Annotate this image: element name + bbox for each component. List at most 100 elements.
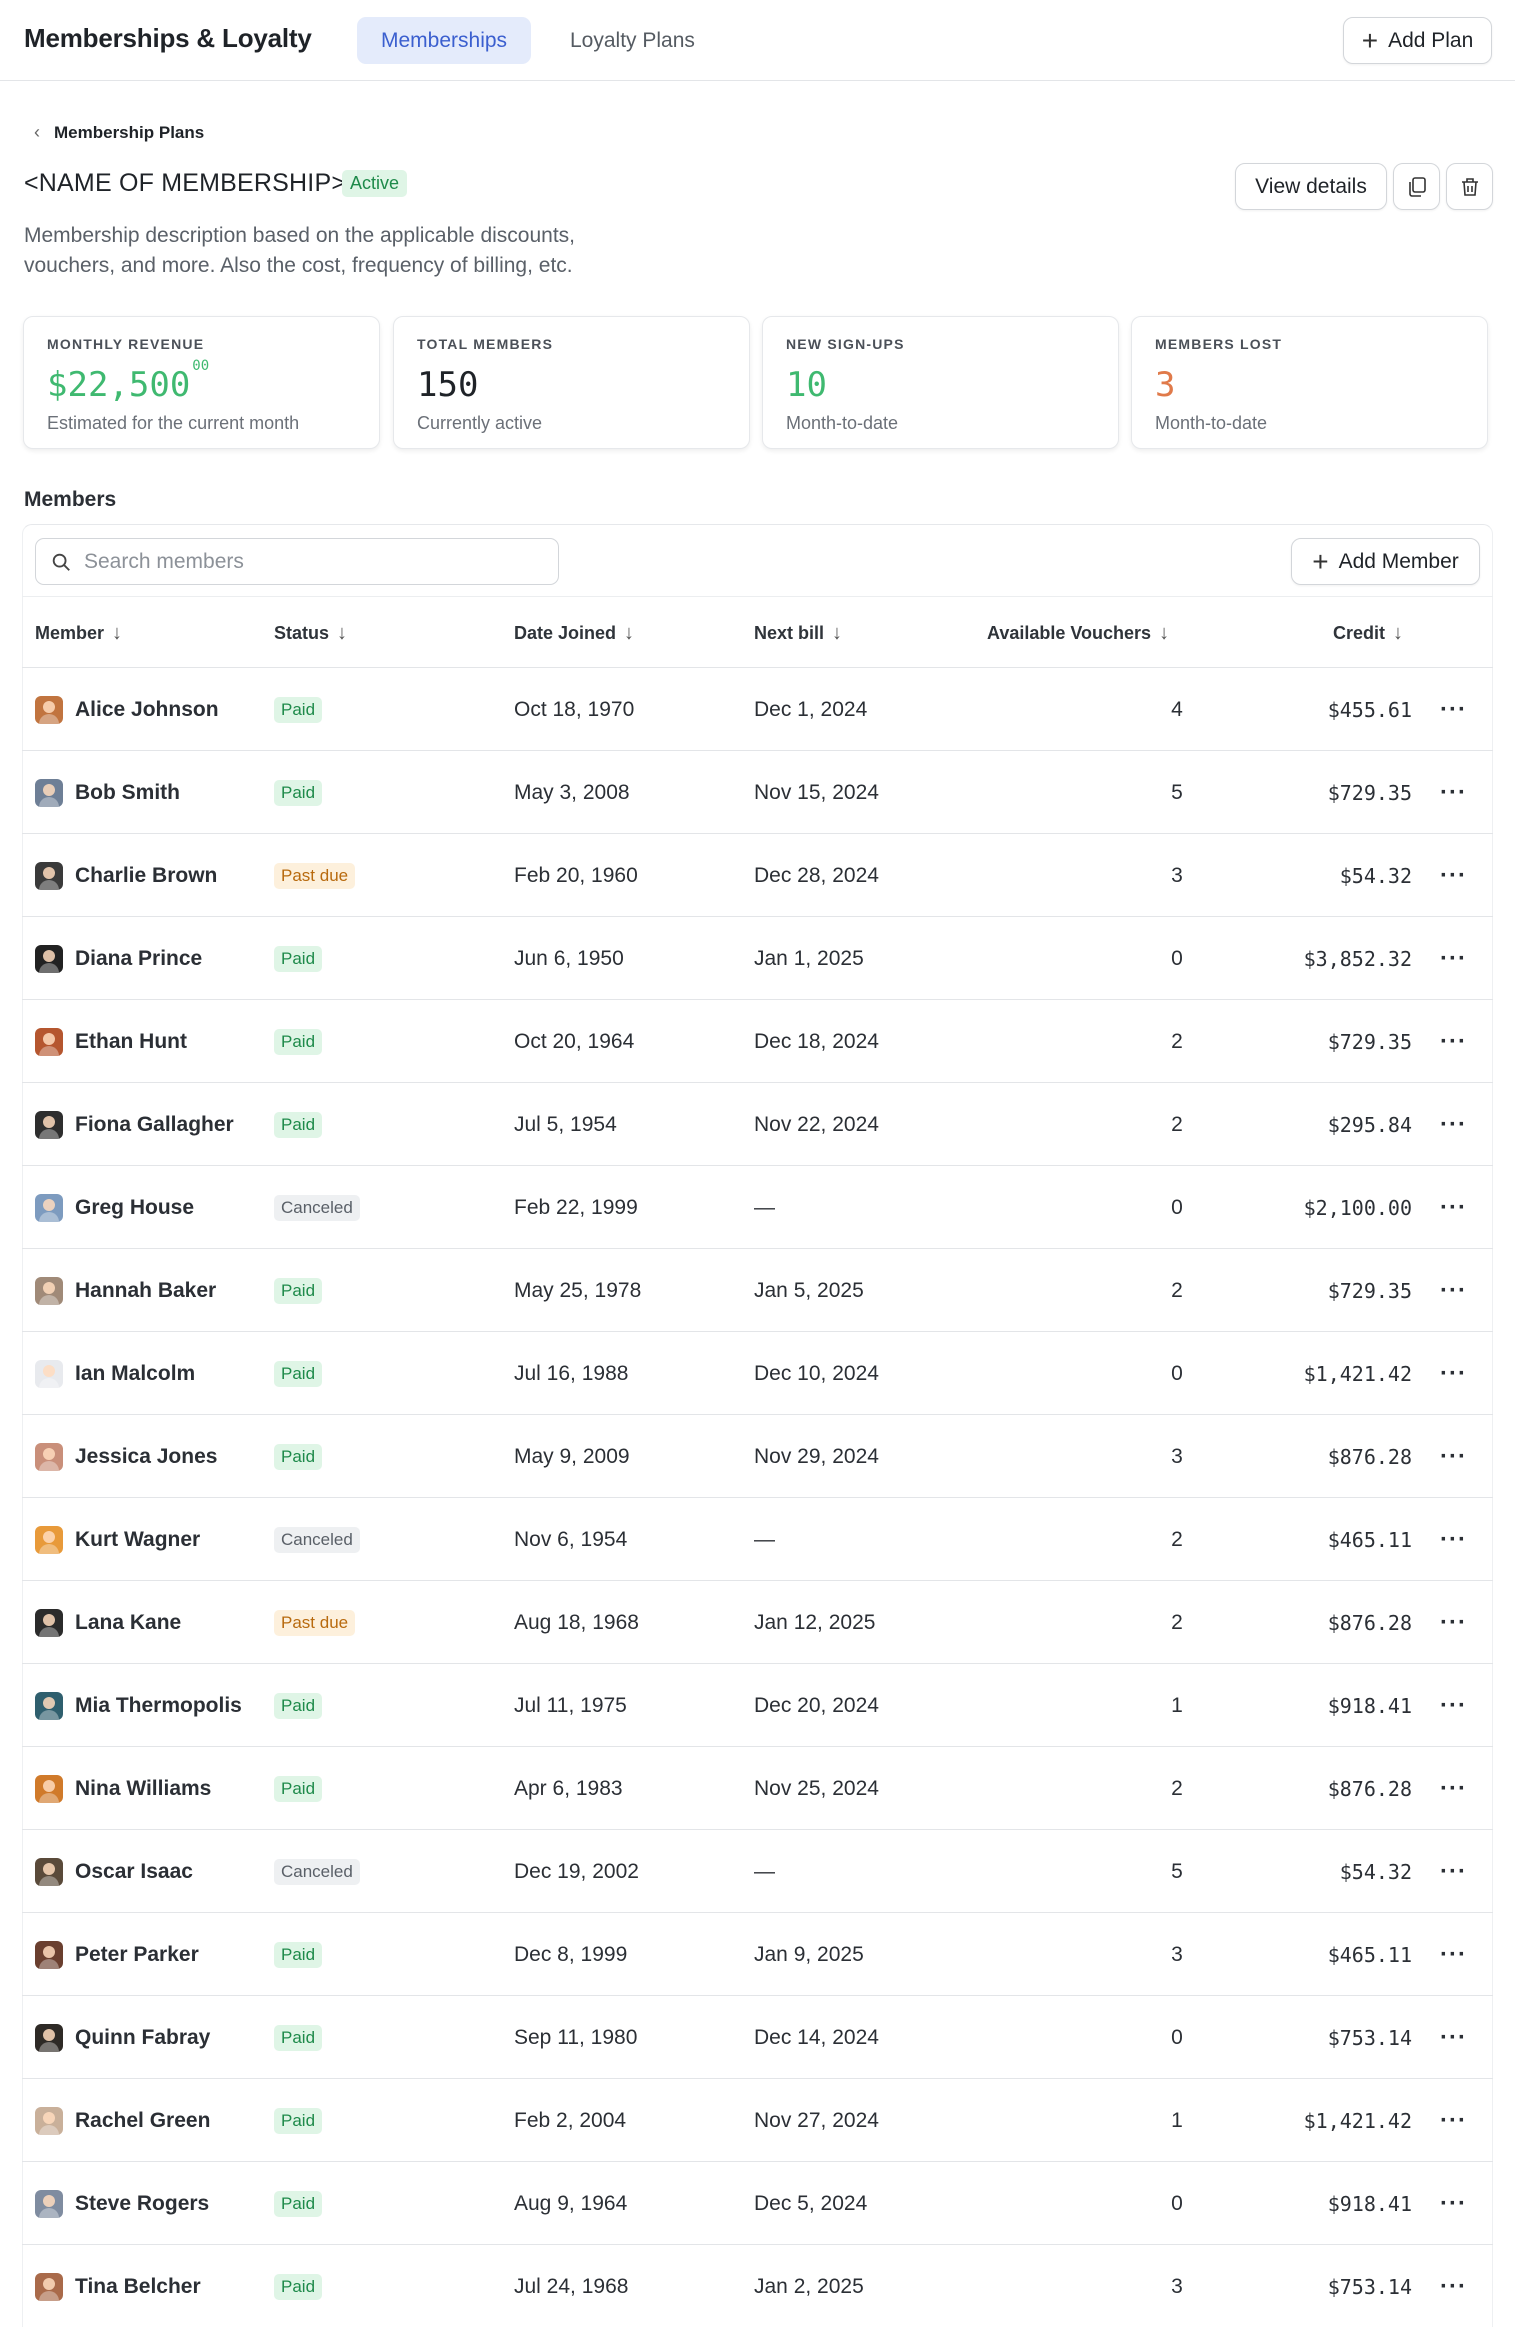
- avatar: [35, 1608, 63, 1637]
- avatar: [35, 1276, 63, 1305]
- breadcrumb[interactable]: ‹ Membership Plans: [34, 122, 204, 143]
- member-cell: Diana Prince: [35, 917, 202, 1000]
- date-joined-cell: Dec 19, 2002: [514, 1859, 639, 1883]
- table-row[interactable]: Charlie Brown Past due Feb 20, 1960 Dec …: [22, 834, 1493, 917]
- delete-button[interactable]: [1446, 163, 1493, 210]
- row-actions-button[interactable]: ···: [1440, 1830, 1467, 1913]
- table-row[interactable]: Kurt Wagner Canceled Nov 6, 1954 — 2 $46…: [22, 1498, 1493, 1581]
- col-header-available-vouchers[interactable]: Available Vouchers ↓: [987, 622, 1170, 644]
- table-row[interactable]: Alice Johnson Paid Oct 18, 1970 Dec 1, 2…: [22, 668, 1493, 751]
- row-actions-button[interactable]: ···: [1440, 1249, 1467, 1332]
- add-member-button[interactable]: + Add Member: [1291, 538, 1480, 585]
- next-bill-cell: —: [754, 1195, 775, 1219]
- table-row[interactable]: Quinn Fabray Paid Sep 11, 1980 Dec 14, 2…: [22, 1996, 1493, 2079]
- copy-button[interactable]: [1393, 163, 1440, 210]
- credit-cell: $753.14: [1327, 2025, 1412, 2050]
- table-row[interactable]: Lana Kane Past due Aug 18, 1968 Jan 12, …: [22, 1581, 1493, 1664]
- credit-cell: $876.28: [1327, 1610, 1412, 1635]
- row-actions-button[interactable]: ···: [1440, 751, 1467, 834]
- member-cell: Rachel Green: [35, 2079, 210, 2162]
- row-actions-button[interactable]: ···: [1440, 1415, 1467, 1498]
- sort-arrow-icon: ↓: [112, 622, 123, 644]
- table-row[interactable]: Hannah Baker Paid May 25, 1978 Jan 5, 20…: [22, 1249, 1493, 1332]
- more-horizontal-icon: ···: [1440, 1110, 1467, 1138]
- row-actions-button[interactable]: ···: [1440, 1664, 1467, 1747]
- row-actions-button[interactable]: ···: [1440, 668, 1467, 751]
- status-badge: Paid: [274, 1111, 323, 1138]
- status-cell: Canceled: [274, 1830, 360, 1913]
- stat-card-total-members: TOTAL MEMBERS 150 Currently active: [393, 316, 750, 449]
- member-cell: Lana Kane: [35, 1581, 181, 1664]
- row-actions-button[interactable]: ···: [1440, 1498, 1467, 1581]
- date-joined-cell: Aug 18, 1968: [514, 1610, 639, 1634]
- vouchers-cell: 1: [1171, 2108, 1183, 2132]
- vouchers-cell: 2: [1171, 1776, 1183, 1800]
- vouchers-cell: 0: [1171, 1361, 1183, 1385]
- status-cell: Paid: [274, 1415, 323, 1498]
- col-header-next-bill[interactable]: Next bill ↓: [754, 622, 843, 644]
- next-bill-cell: Jan 5, 2025: [754, 1278, 864, 1302]
- row-actions-button[interactable]: ···: [1440, 1996, 1467, 2079]
- row-actions-button[interactable]: ···: [1440, 2079, 1467, 2162]
- row-actions-button[interactable]: ···: [1440, 1913, 1467, 1996]
- row-actions-button[interactable]: ···: [1440, 1581, 1467, 1664]
- col-header-credit[interactable]: Credit ↓: [1333, 622, 1404, 644]
- more-horizontal-icon: ···: [1440, 1525, 1467, 1553]
- vouchers-cell: 0: [1171, 946, 1183, 970]
- avatar: [35, 778, 63, 807]
- sort-arrow-icon: ↓: [624, 622, 635, 644]
- row-actions-button[interactable]: ···: [1440, 1166, 1467, 1249]
- table-row[interactable]: Bob Smith Paid May 3, 2008 Nov 15, 2024 …: [22, 751, 1493, 834]
- tab-loyalty-plans[interactable]: Loyalty Plans: [570, 29, 695, 52]
- row-actions-button[interactable]: ···: [1440, 1000, 1467, 1083]
- table-row[interactable]: Ian Malcolm Paid Jul 16, 1988 Dec 10, 20…: [22, 1332, 1493, 1415]
- add-plan-button[interactable]: + Add Plan: [1343, 17, 1492, 64]
- row-actions-button[interactable]: ···: [1440, 1083, 1467, 1166]
- search-box[interactable]: [35, 538, 559, 585]
- table-row[interactable]: Steve Rogers Paid Aug 9, 1964 Dec 5, 202…: [22, 2162, 1493, 2245]
- table-row[interactable]: Diana Prince Paid Jun 6, 1950 Jan 1, 202…: [22, 917, 1493, 1000]
- table-row[interactable]: Greg House Canceled Feb 22, 1999 — 0 $2,…: [22, 1166, 1493, 1249]
- sort-arrow-icon: ↓: [832, 622, 843, 644]
- member-cell: Greg House: [35, 1166, 194, 1249]
- table-row[interactable]: Mia Thermopolis Paid Jul 11, 1975 Dec 20…: [22, 1664, 1493, 1747]
- row-actions-button[interactable]: ···: [1440, 834, 1467, 917]
- status-cell: Paid: [274, 668, 323, 751]
- view-details-button[interactable]: View details: [1235, 163, 1387, 210]
- vouchers-cell: 0: [1171, 1195, 1183, 1219]
- date-joined-cell: May 3, 2008: [514, 780, 630, 804]
- table-row[interactable]: Nina Williams Paid Apr 6, 1983 Nov 25, 2…: [22, 1747, 1493, 1830]
- table-row[interactable]: Oscar Isaac Canceled Dec 19, 2002 — 5 $5…: [22, 1830, 1493, 1913]
- date-joined-cell: May 9, 2009: [514, 1444, 630, 1468]
- row-actions-button[interactable]: ···: [1440, 2162, 1467, 2245]
- row-actions-button[interactable]: ···: [1440, 2245, 1467, 2327]
- table-row[interactable]: Ethan Hunt Paid Oct 20, 1964 Dec 18, 202…: [22, 1000, 1493, 1083]
- member-name: Kurt Wagner: [75, 1527, 201, 1551]
- table-row[interactable]: Jessica Jones Paid May 9, 2009 Nov 29, 2…: [22, 1415, 1493, 1498]
- avatar: [35, 1691, 63, 1720]
- col-header-date-joined[interactable]: Date Joined ↓: [514, 622, 635, 644]
- search-input[interactable]: [84, 549, 524, 574]
- status-cell: Paid: [274, 1332, 323, 1415]
- more-horizontal-icon: ···: [1440, 1359, 1467, 1387]
- status-badge: Paid: [274, 1360, 323, 1387]
- table-row[interactable]: Peter Parker Paid Dec 8, 1999 Jan 9, 202…: [22, 1913, 1493, 1996]
- date-joined-cell: Aug 9, 1964: [514, 2191, 628, 2215]
- tab-memberships[interactable]: Memberships: [357, 17, 532, 64]
- table-row[interactable]: Fiona Gallagher Paid Jul 5, 1954 Nov 22,…: [22, 1083, 1493, 1166]
- members-panel: [22, 524, 1493, 2327]
- credit-cell: $465.11: [1327, 1527, 1412, 1552]
- table-row[interactable]: Tina Belcher Paid Jul 24, 1968 Jan 2, 20…: [22, 2245, 1493, 2327]
- member-cell: Mia Thermopolis: [35, 1664, 242, 1747]
- status-badge: Active: [342, 170, 408, 197]
- avatar: [35, 944, 63, 973]
- status-cell: Canceled: [274, 1166, 360, 1249]
- member-name: Oscar Isaac: [75, 1859, 193, 1883]
- col-header-member[interactable]: Member ↓: [35, 622, 123, 644]
- row-actions-button[interactable]: ···: [1440, 917, 1467, 1000]
- table-row[interactable]: Rachel Green Paid Feb 2, 2004 Nov 27, 20…: [22, 2079, 1493, 2162]
- more-horizontal-icon: ···: [1440, 1276, 1467, 1304]
- row-actions-button[interactable]: ···: [1440, 1332, 1467, 1415]
- col-header-status[interactable]: Status ↓: [274, 622, 348, 644]
- row-actions-button[interactable]: ···: [1440, 1747, 1467, 1830]
